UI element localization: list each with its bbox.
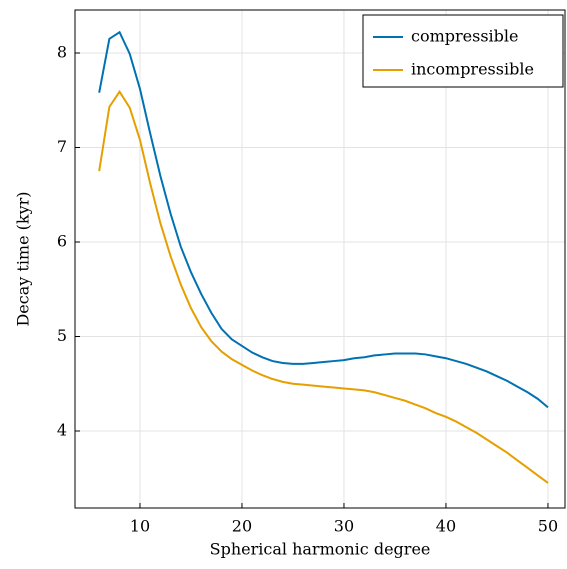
series-line [98, 30, 549, 409]
y-tick-label: 6 [57, 231, 67, 250]
legend-box [362, 14, 564, 88]
legend-label: compressible [411, 27, 519, 46]
y-tick-label: 4 [57, 420, 67, 439]
plot-frame [74, 9, 566, 509]
y-tick-label: 5 [57, 326, 67, 345]
y-axis-label: Decay time (kyr) [14, 191, 33, 326]
x-tick-label: 40 [436, 517, 456, 536]
y-tick-label: 8 [57, 42, 67, 61]
x-tick-label: 50 [538, 517, 558, 536]
y-tick-label: 7 [57, 137, 67, 156]
series-line [98, 89, 549, 484]
legend-label: incompressible [411, 60, 534, 79]
x-tick-label: 10 [130, 517, 150, 536]
x-axis-label: Spherical harmonic degree [210, 540, 431, 559]
legend: compressible incompressible [362, 14, 564, 88]
x-tick-label: 30 [334, 517, 354, 536]
x-tick-label: 20 [232, 517, 252, 536]
